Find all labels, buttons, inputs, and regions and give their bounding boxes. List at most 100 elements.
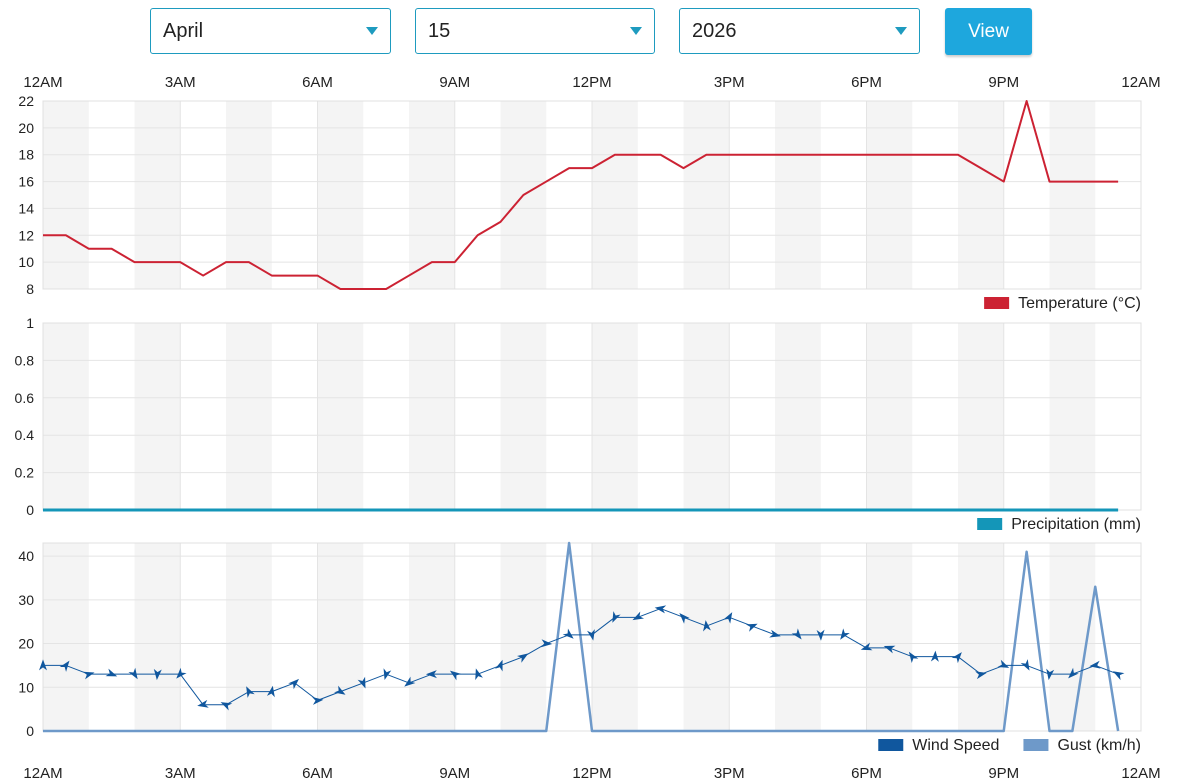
day-select-value: 15 bbox=[428, 19, 451, 42]
wind-speed-point bbox=[1068, 667, 1079, 679]
wind-speed-point bbox=[82, 671, 95, 680]
hour-band bbox=[500, 323, 547, 510]
wind-speed-point bbox=[587, 629, 595, 641]
wind-speed-point bbox=[105, 668, 118, 677]
wind-speed-point bbox=[1089, 660, 1101, 669]
y-tick-label: 0.4 bbox=[15, 427, 35, 443]
y-tick-label: 0.8 bbox=[15, 352, 35, 368]
y-tick-label: 0 bbox=[26, 723, 34, 739]
wind-speed-point bbox=[930, 650, 939, 662]
wind-speed-point bbox=[703, 620, 711, 632]
view-button[interactable]: View bbox=[945, 8, 1032, 55]
hour-band bbox=[775, 101, 821, 289]
wind-speed-point bbox=[383, 668, 392, 680]
x-tick-label-bottom: 12PM bbox=[572, 765, 611, 782]
x-tick-label-bottom: 6AM bbox=[302, 765, 333, 782]
x-tick-label-top: 9PM bbox=[988, 74, 1019, 91]
y-tick-label: 12 bbox=[18, 227, 34, 243]
x-tick-label-top: 3AM bbox=[165, 74, 196, 91]
hour-band bbox=[775, 323, 821, 510]
hour-band bbox=[317, 543, 364, 731]
hour-band bbox=[500, 543, 547, 731]
x-tick-label-top: 6AM bbox=[302, 74, 333, 91]
wind-speed-point bbox=[860, 642, 873, 651]
hour-band bbox=[958, 323, 1004, 510]
wind-speed-point bbox=[1020, 659, 1030, 671]
y-tick-label: 20 bbox=[18, 636, 34, 652]
y-tick-label: 18 bbox=[18, 147, 34, 163]
legend-gust-swatch bbox=[1023, 739, 1049, 751]
x-tick-label-top: 12AM bbox=[23, 74, 62, 91]
y-tick-label: 14 bbox=[18, 200, 34, 216]
wind-speed-point bbox=[495, 659, 503, 672]
year-select-value: 2026 bbox=[692, 19, 737, 42]
x-tick-label-top: 12PM bbox=[572, 74, 611, 91]
hour-band bbox=[683, 101, 730, 289]
wind-speed-point bbox=[745, 623, 758, 632]
wind-speed-point bbox=[153, 668, 162, 681]
y-tick-label: 0.6 bbox=[15, 390, 35, 406]
hour-band bbox=[683, 543, 730, 731]
hour-band bbox=[866, 543, 913, 731]
wind-speed-point bbox=[562, 628, 574, 639]
chart-panel-precipitation: 0 0.2 0.4 0.6 0.8 1 bbox=[15, 315, 1142, 518]
hour-band bbox=[683, 323, 730, 510]
chart-panel-wind: 0 10 20 30 40 bbox=[18, 541, 1142, 739]
wind-speed-point bbox=[1046, 668, 1055, 681]
month-select[interactable]: April bbox=[150, 8, 391, 54]
hour-band bbox=[226, 323, 272, 510]
wind-speed-point bbox=[197, 699, 209, 708]
wind-speed-point bbox=[951, 652, 962, 664]
hour-band bbox=[1049, 101, 1096, 289]
wind-speed-point bbox=[883, 645, 896, 654]
chevron-down-icon bbox=[630, 27, 642, 35]
hour-band bbox=[1049, 323, 1096, 510]
wind-speed-point bbox=[266, 685, 275, 698]
hour-band bbox=[958, 543, 1004, 731]
y-tick-label: 22 bbox=[18, 93, 34, 109]
hour-band bbox=[43, 323, 89, 510]
hour-band bbox=[226, 543, 272, 731]
y-tick-label: 0.2 bbox=[15, 465, 35, 481]
x-tick-label-bottom: 12AM bbox=[23, 765, 62, 782]
wind-speed-point bbox=[246, 686, 255, 698]
chevron-down-icon bbox=[895, 27, 907, 35]
wind-speed-point bbox=[791, 628, 802, 640]
wind-speed-point bbox=[723, 612, 733, 624]
x-tick-label-top: 3PM bbox=[714, 74, 745, 91]
y-tick-label: 10 bbox=[18, 254, 34, 270]
wind-speed-point bbox=[612, 611, 621, 623]
hour-band bbox=[43, 101, 89, 289]
wind-speed-point bbox=[679, 613, 690, 624]
hour-band bbox=[134, 101, 181, 289]
wind-speed-point bbox=[449, 670, 462, 681]
x-tick-label-bottom: 12AM bbox=[1121, 765, 1160, 782]
panel-frame bbox=[42, 100, 1142, 290]
hour-band bbox=[226, 101, 272, 289]
hour-band bbox=[43, 543, 89, 731]
wind-speed-point bbox=[475, 668, 483, 681]
day-select[interactable]: 15 bbox=[415, 8, 655, 54]
wind-speed-point bbox=[632, 611, 645, 621]
wind-speed-point bbox=[654, 605, 667, 614]
hour-band bbox=[317, 323, 364, 510]
hour-band bbox=[866, 101, 913, 289]
wind-speed-point bbox=[59, 660, 70, 672]
hour-band bbox=[409, 323, 455, 510]
hour-band bbox=[592, 101, 638, 289]
x-tick-label-top: 9AM bbox=[439, 74, 470, 91]
wind-speed-point bbox=[404, 676, 416, 687]
hour-band bbox=[866, 323, 913, 510]
hour-band bbox=[958, 101, 1004, 289]
hour-band bbox=[409, 101, 455, 289]
wind-speed-point bbox=[128, 667, 138, 680]
wind-speed-point bbox=[357, 676, 366, 689]
y-tick-label: 20 bbox=[18, 120, 34, 136]
legend-gust-label: Gust (km/h) bbox=[1057, 737, 1141, 754]
wind-speed-point bbox=[425, 670, 437, 679]
wind-speed-point bbox=[312, 696, 324, 705]
year-select[interactable]: 2026 bbox=[679, 8, 920, 54]
hour-band bbox=[592, 543, 638, 731]
wind-speed-point bbox=[334, 685, 346, 695]
